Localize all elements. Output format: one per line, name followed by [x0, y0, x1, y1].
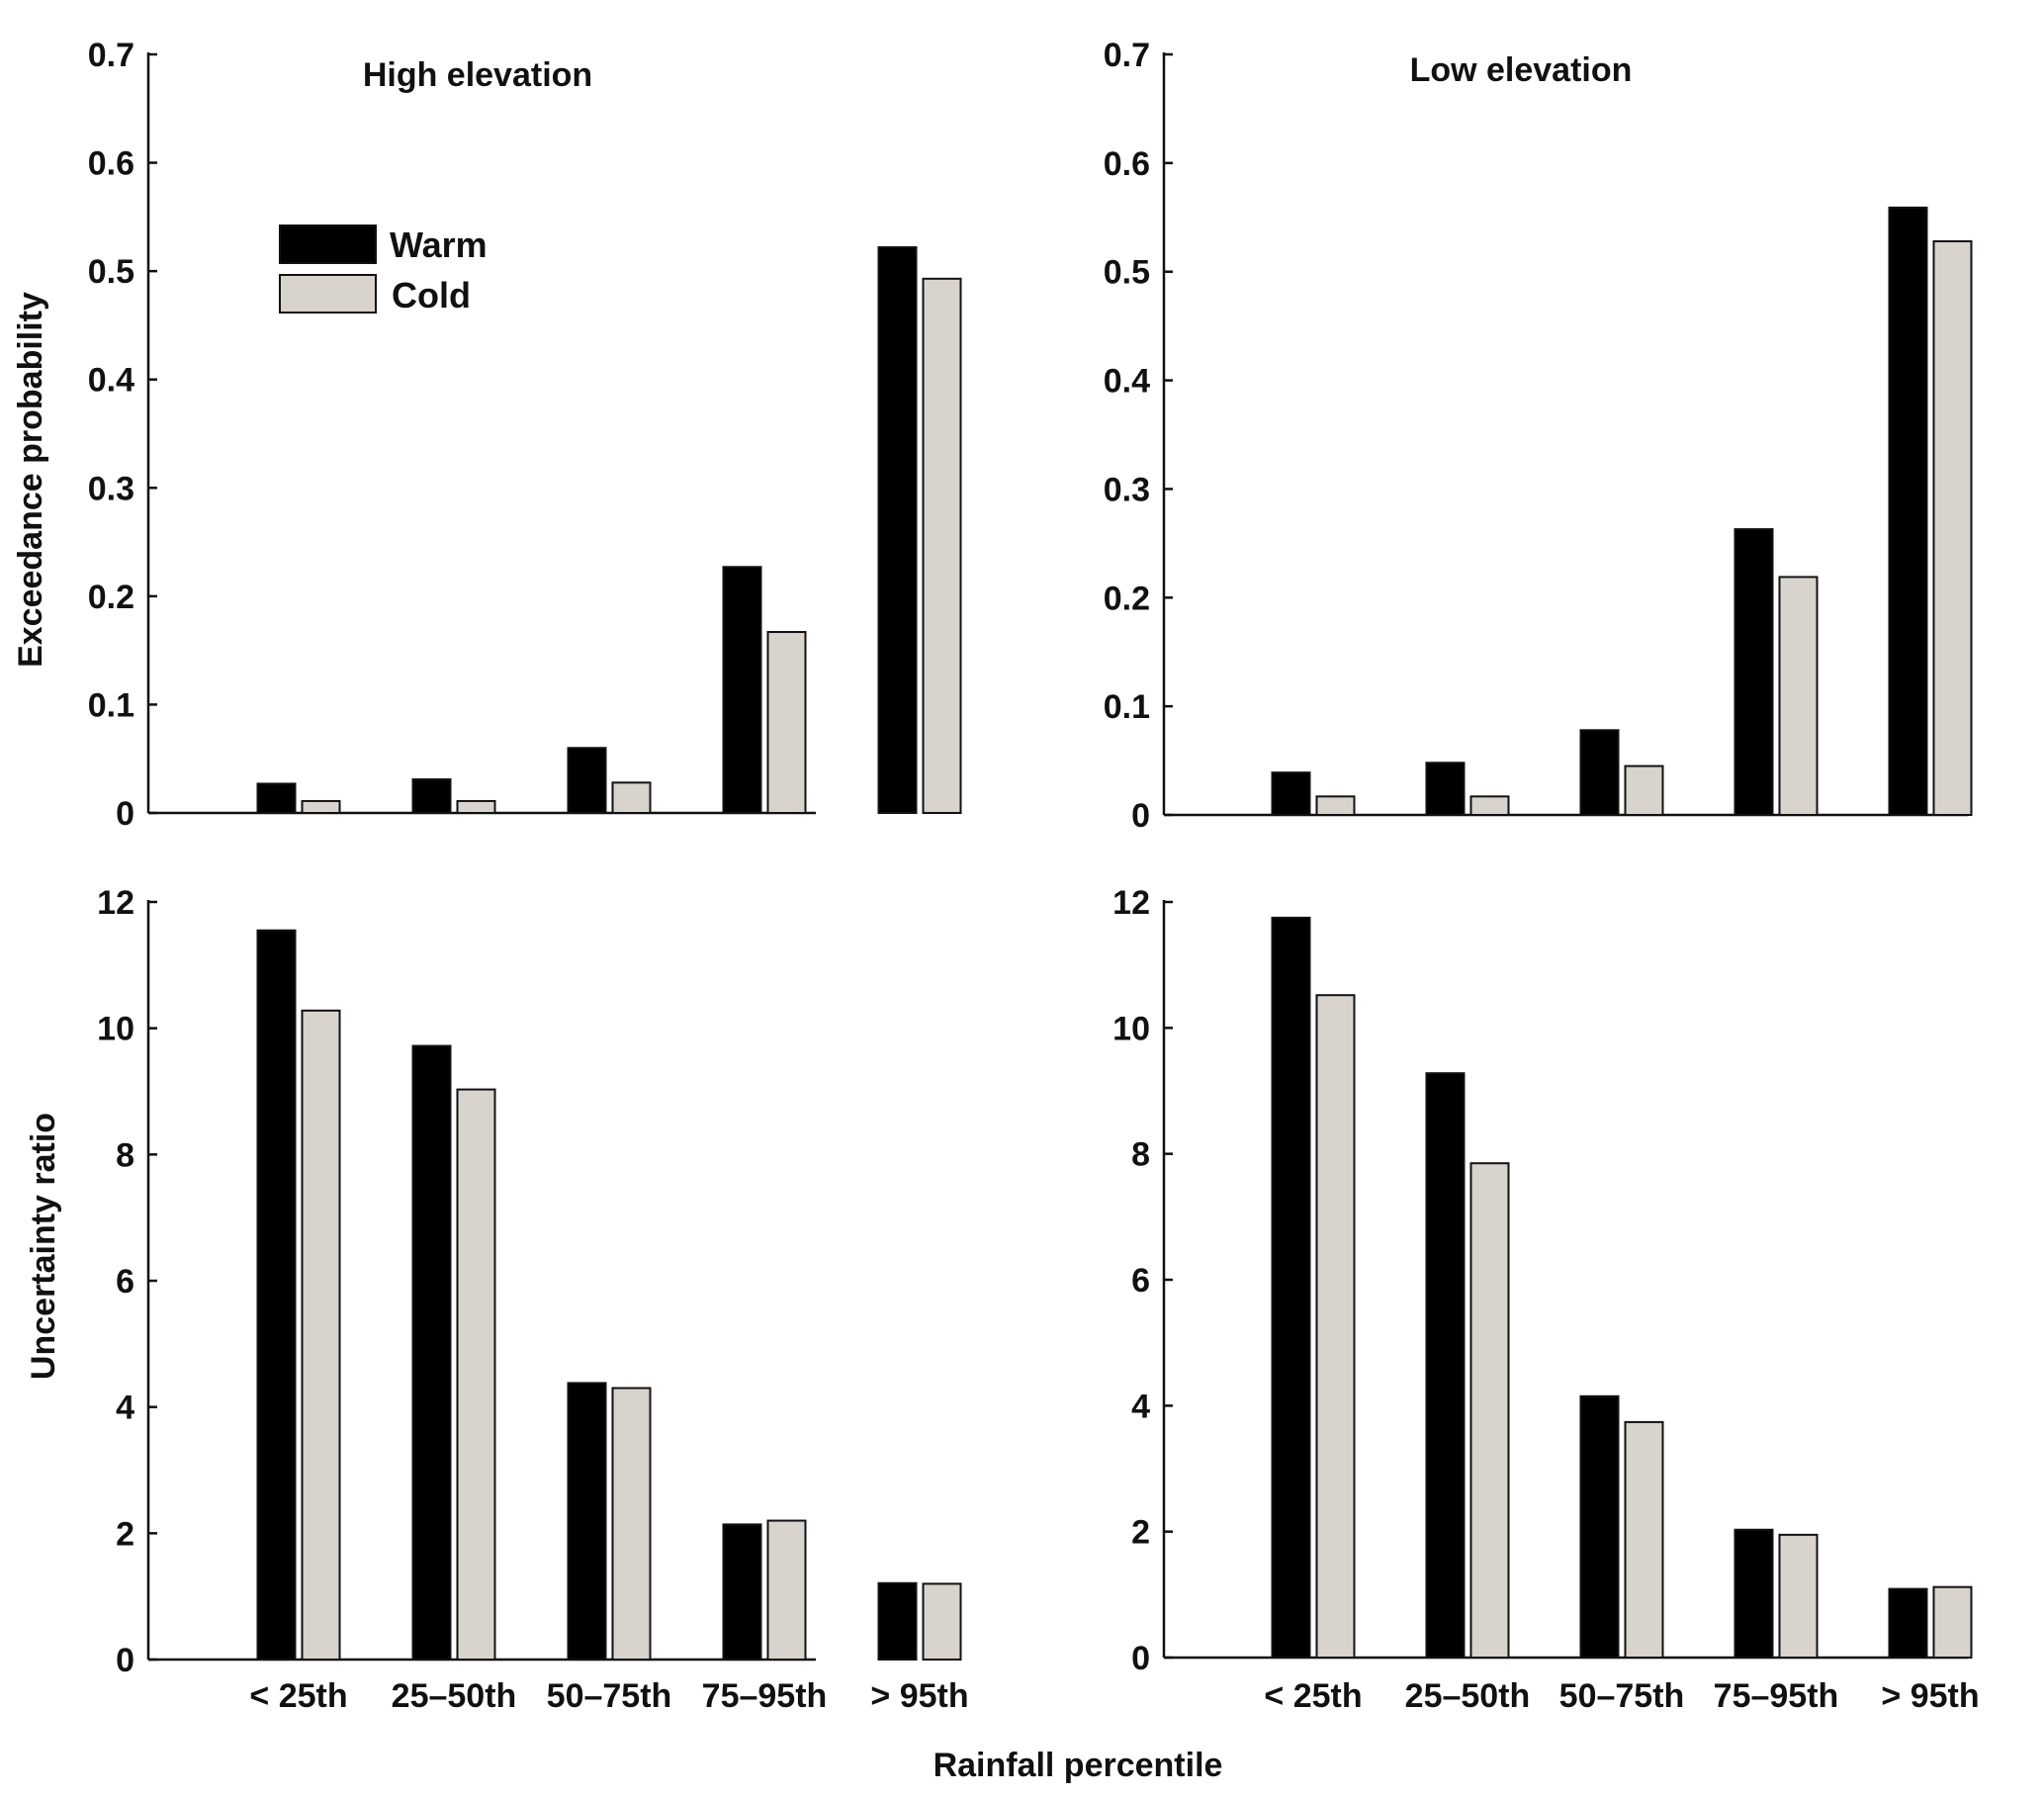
- bar-cold: [301, 1009, 341, 1661]
- y-tick-label: 8: [1131, 1136, 1150, 1174]
- y-tick-label: 0.2: [88, 579, 134, 616]
- y-tick-label: 0.1: [1104, 688, 1150, 726]
- bar-warm: [1425, 1072, 1466, 1659]
- bar-cold: [456, 1088, 496, 1661]
- y-tick-label: 0: [116, 795, 134, 833]
- bar-warm: [722, 1523, 762, 1661]
- bar-cold: [1469, 795, 1510, 816]
- legend-swatch-warm: [279, 225, 377, 264]
- y-tick-label: 8: [116, 1136, 134, 1174]
- y-tick-label: 0.7: [1104, 37, 1150, 74]
- bar-cold: [766, 631, 807, 814]
- y-axis-title: Exceedance probability: [12, 292, 49, 668]
- bar-warm: [1271, 771, 1311, 816]
- bar-cold: [1778, 1533, 1819, 1659]
- bar-warm: [1733, 1528, 1774, 1660]
- y-tick-label: 0.4: [88, 362, 134, 400]
- y-tick-label: 0.5: [1104, 254, 1150, 292]
- legend-label-warm: Warm: [390, 225, 488, 265]
- bar-warm: [567, 747, 607, 814]
- bar-warm: [877, 246, 918, 814]
- y-axis-title: Uncertainty ratio: [25, 1113, 62, 1380]
- bar-cold: [301, 799, 341, 815]
- bar-warm: [1888, 1587, 1928, 1660]
- bar-warm: [411, 1044, 452, 1662]
- y-tick-label: 0.5: [88, 253, 134, 291]
- x-tick-label: < 25th: [249, 1677, 347, 1715]
- bar-cold: [456, 799, 496, 815]
- bar-warm: [411, 778, 452, 814]
- y-tick-label: 6: [116, 1263, 134, 1301]
- bar-warm: [256, 929, 297, 1661]
- y-tick-label: 4: [1131, 1388, 1150, 1425]
- panel-title: Low elevation: [1410, 51, 1633, 89]
- legend-label-cold: Cold: [392, 275, 471, 315]
- bar-cold: [1932, 1585, 1973, 1660]
- y-tick-label: 0.2: [1104, 580, 1150, 617]
- y-tick-label: 2: [1131, 1514, 1150, 1552]
- y-tick-label: 0.6: [88, 145, 134, 183]
- bar-warm: [567, 1382, 607, 1662]
- y-tick-label: 0: [116, 1642, 134, 1679]
- bar-cold: [611, 1387, 652, 1662]
- legend: Warm Cold: [279, 225, 488, 315]
- legend-swatch-cold: [279, 274, 377, 314]
- x-tick-label: 50–75th: [547, 1677, 672, 1715]
- x-tick-label: > 95th: [1881, 1677, 1979, 1715]
- y-tick-label: 10: [1112, 1010, 1150, 1047]
- y-tick-label: 6: [1131, 1262, 1150, 1300]
- panel-high-elevation-uncertainty: 0 2 4 6 8 10 12 < 25th 25–50th 50–75th 75–95th > 95…: [25, 884, 969, 1715]
- y-tick-label: 10: [97, 1011, 134, 1048]
- bar-cold: [922, 1582, 962, 1662]
- y-tick-label: 0: [1131, 797, 1150, 835]
- bar-warm: [877, 1581, 918, 1662]
- y-tick-label: 4: [116, 1390, 134, 1427]
- bar-warm: [1425, 762, 1466, 816]
- bar-cold: [922, 277, 962, 814]
- bar-cold: [1778, 576, 1819, 816]
- y-tick-label: 12: [97, 884, 134, 922]
- bar-cold: [1315, 795, 1356, 816]
- y-tick-label: 2: [116, 1515, 134, 1553]
- bar-warm: [722, 566, 762, 814]
- bar-warm: [1733, 528, 1774, 817]
- bar-warm: [1271, 916, 1311, 1659]
- bar-warm: [1579, 1394, 1620, 1659]
- bar-cold: [1932, 239, 1973, 816]
- x-tick-label: 75–95th: [702, 1677, 828, 1715]
- bar-warm: [1579, 729, 1620, 816]
- bar-cold: [611, 781, 652, 815]
- x-axis-title: Rainfall percentile: [933, 1747, 1223, 1784]
- bar-cold: [1469, 1162, 1510, 1659]
- x-tick-label: 75–95th: [1714, 1677, 1839, 1715]
- x-tick-label: 25–50th: [392, 1677, 517, 1715]
- bar-warm: [1888, 206, 1928, 817]
- y-tick-label: 0.4: [1104, 363, 1150, 401]
- x-tick-label: 25–50th: [1405, 1677, 1531, 1715]
- bar-cold: [1624, 764, 1664, 816]
- panel-title: High elevation: [363, 56, 592, 94]
- bar-cold: [1624, 1420, 1664, 1660]
- y-tick-label: 0.1: [88, 686, 134, 724]
- y-tick-label: 12: [1112, 884, 1150, 922]
- y-tick-label: 0: [1131, 1640, 1150, 1677]
- y-tick-label: 0.6: [1104, 145, 1150, 183]
- y-tick-label: 0.3: [88, 470, 134, 507]
- y-tick-label: 0.7: [88, 37, 134, 74]
- x-tick-label: 50–75th: [1559, 1677, 1685, 1715]
- panel-low-elevation-exceedance: 0 0.1 0.2 0.3 0.4 0.5 0.6 0.7 Low elevation: [1104, 37, 1973, 835]
- panel-low-elevation-uncertainty: 0 2 4 6 8 10 12 < 25th 25–50th 50–75th 75–95th > 95…: [1112, 884, 1979, 1715]
- x-tick-label: < 25th: [1264, 1677, 1362, 1715]
- bar-cold: [766, 1519, 807, 1661]
- bar-warm: [256, 782, 297, 814]
- x-tick-label: > 95th: [870, 1677, 968, 1715]
- panel-high-elevation-exceedance: 0 0.1 0.2 0.3 0.4 0.5 0.6 0.7 High elevation Exce…: [12, 37, 962, 833]
- y-tick-label: 0.3: [1104, 471, 1150, 508]
- bar-cold: [1315, 994, 1356, 1659]
